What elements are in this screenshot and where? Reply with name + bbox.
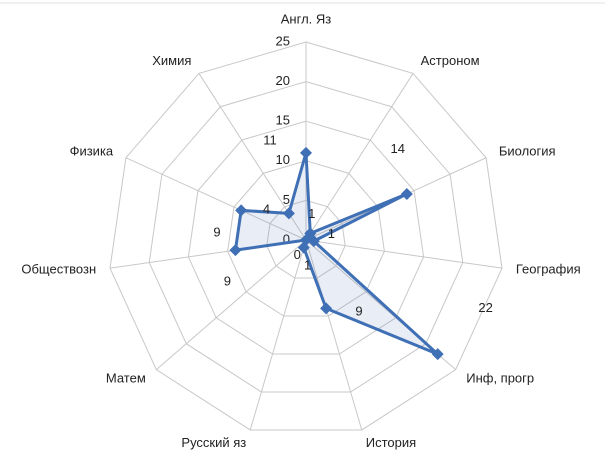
category-label: География xyxy=(516,262,581,277)
data-label: 14 xyxy=(391,141,405,156)
marker xyxy=(320,302,333,315)
grid-ring xyxy=(109,41,503,431)
grid-spoke xyxy=(156,239,307,371)
category-label: Химия xyxy=(152,53,191,68)
category-label: Физика xyxy=(70,143,114,158)
data-label: 0 xyxy=(294,247,301,262)
category-label: Астроном xyxy=(421,53,480,68)
marker xyxy=(431,348,444,361)
category-label: Русский яз xyxy=(181,435,246,450)
y-tick-label: 0 xyxy=(283,231,290,246)
y-tick-label: 10 xyxy=(276,152,290,167)
data-label: 9 xyxy=(213,224,220,239)
marker xyxy=(235,204,248,217)
data-label: 11 xyxy=(263,133,277,148)
grid-spoke xyxy=(305,73,414,241)
category-label: Биология xyxy=(499,143,556,158)
grid-spoke xyxy=(305,239,503,269)
marker xyxy=(400,187,413,200)
y-tick-label: 25 xyxy=(276,33,290,48)
series-line xyxy=(233,151,440,356)
category-label: Англ. Яз xyxy=(281,11,332,26)
grid-spoke xyxy=(125,157,307,241)
data-label: 1 xyxy=(304,257,311,272)
data-label: 9 xyxy=(355,303,362,318)
y-tick-label: 15 xyxy=(276,113,290,128)
marker xyxy=(307,235,320,248)
data-label: 1 xyxy=(308,206,315,221)
marker xyxy=(282,207,295,220)
grid-spoke xyxy=(249,239,307,431)
category-label: Матем xyxy=(106,370,146,385)
marker xyxy=(300,234,312,246)
category-label: История xyxy=(366,435,416,450)
marker xyxy=(229,244,242,257)
y-tick-label: 20 xyxy=(276,73,290,88)
grid-spoke xyxy=(305,239,363,431)
category-label: Обществозн xyxy=(21,262,96,277)
category-label: Инф, прогр xyxy=(466,370,534,385)
grid-ring xyxy=(227,160,385,317)
grid-ring xyxy=(148,81,464,393)
grid-ring xyxy=(187,120,425,355)
marker xyxy=(300,146,312,159)
data-label: 4 xyxy=(263,201,270,216)
data-label: 9 xyxy=(224,274,231,289)
data-label: 1 xyxy=(328,226,335,241)
data-label: 22 xyxy=(478,300,492,315)
y-tick-label: 5 xyxy=(283,192,290,207)
